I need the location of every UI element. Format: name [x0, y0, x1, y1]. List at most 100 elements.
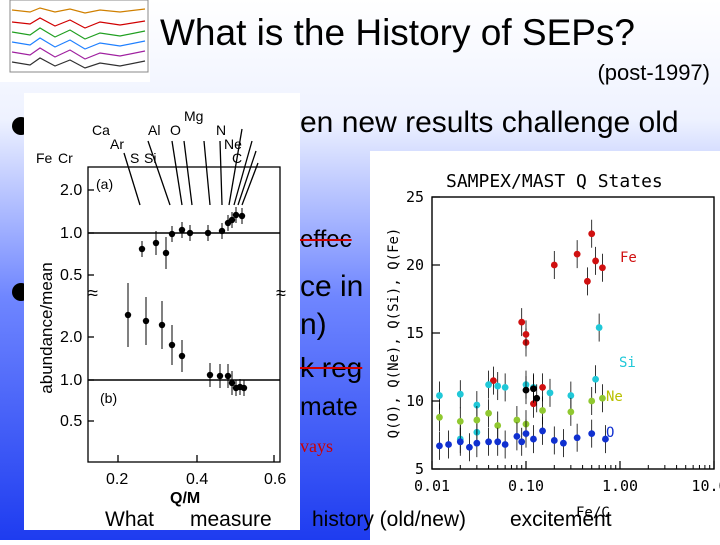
- data-point: [599, 264, 606, 272]
- abundance-point: [124, 311, 132, 319]
- legend-ne: Ne: [606, 389, 623, 405]
- data-point: [539, 427, 546, 435]
- y-tick-label: 5: [415, 460, 424, 478]
- bullet-text-5: k reg: [300, 352, 363, 383]
- element-label: Si: [144, 150, 156, 166]
- abundance-point: [228, 216, 236, 224]
- data-point: [501, 441, 509, 448]
- plot-frame: [431, 196, 715, 470]
- y-tick-label: 20: [406, 256, 424, 274]
- y-tick-label: 0.5: [60, 413, 82, 430]
- y-axis-label: abundance/mean: [37, 262, 56, 393]
- bullet-text-6: mate: [300, 391, 358, 421]
- abundance-point: [186, 229, 194, 237]
- data-point: [539, 384, 546, 391]
- element-label: Cr: [58, 150, 73, 166]
- abundance-figure: Fe Cr Ca Ar S Si Al O Mg N Ne C (a) (b) …: [24, 93, 300, 530]
- element-label: Al: [148, 122, 160, 138]
- data-point: [573, 434, 581, 442]
- data-point: [560, 439, 567, 447]
- page-title: What is the History of SEPs?: [160, 12, 636, 53]
- bullet-text-2: effec: [300, 226, 352, 253]
- data-point: [494, 382, 502, 390]
- data-point: [445, 441, 452, 448]
- data-point: [501, 384, 509, 391]
- data-point: [485, 438, 492, 446]
- data-point: [490, 377, 497, 384]
- legend-si: Si: [619, 355, 636, 371]
- footer-item-history[interactable]: history (old/new): [312, 508, 467, 531]
- data-point: [530, 385, 537, 393]
- data-point: [584, 277, 591, 285]
- data-point: [494, 422, 502, 429]
- y-tick-label: 2.0: [60, 182, 82, 199]
- x-tick-label: 1.00: [602, 477, 638, 495]
- data-point: [567, 392, 575, 399]
- element-label: N: [216, 122, 226, 138]
- page-subtitle: (post-1997): [597, 60, 710, 85]
- y-tick-label: 10: [406, 392, 424, 410]
- data-point: [513, 432, 521, 440]
- abundance-point: [178, 352, 186, 360]
- data-point: [436, 442, 443, 450]
- bullet-text-3: ce in: [300, 270, 364, 303]
- data-point: [436, 392, 443, 399]
- x-tick-label: 0.2: [106, 471, 128, 488]
- bullet-text-1: en new results challenge old: [300, 106, 679, 139]
- data-point: [539, 407, 546, 414]
- x-tick-label: 0.4: [186, 471, 208, 488]
- data-point: [530, 400, 537, 408]
- element-label: Fe: [36, 150, 53, 166]
- y-tick-label: 2.0: [60, 329, 82, 346]
- abundance-point: [218, 227, 226, 235]
- axis-break-mark: ≈: [88, 283, 98, 303]
- abundance-point: [204, 229, 212, 237]
- footer-item-what[interactable]: What: [105, 508, 155, 531]
- footer-item-measure[interactable]: measure: [190, 508, 272, 531]
- y-tick-label: 1.0: [60, 225, 82, 242]
- data-point: [550, 437, 558, 444]
- element-label: Ca: [92, 122, 110, 138]
- abundance-point: [240, 384, 248, 392]
- abundance-point: [138, 245, 146, 253]
- data-point: [456, 390, 464, 398]
- data-point: [573, 250, 581, 258]
- y-axis-label: Q(O), Q(Ne), Q(Si), Q(Fe): [386, 228, 402, 439]
- data-point: [522, 386, 530, 394]
- abundance-point: [216, 372, 224, 380]
- data-point: [436, 413, 443, 421]
- x-tick-label: 10.00: [691, 477, 720, 495]
- data-point: [595, 324, 603, 331]
- data-point: [602, 435, 609, 443]
- data-point: [473, 416, 481, 424]
- abundance-point: [206, 371, 214, 379]
- data-point: [513, 416, 521, 424]
- legend-fe: Fe: [620, 250, 637, 266]
- y-tick-label: 1.0: [60, 372, 82, 389]
- element-label: Ne: [224, 136, 242, 152]
- data-point: [567, 408, 575, 416]
- abundance-point: [168, 341, 176, 349]
- footer-item-excitement[interactable]: excitement: [510, 508, 612, 531]
- panel-label: (b): [100, 390, 117, 406]
- abundance-point: [152, 239, 160, 247]
- abundance-point: [168, 230, 176, 238]
- abundance-point: [228, 379, 236, 387]
- data-point: [592, 375, 599, 383]
- data-point: [588, 397, 596, 405]
- data-point: [588, 230, 596, 238]
- x-axis-label: Fe/C: [576, 505, 610, 521]
- data-point: [533, 394, 541, 402]
- x-axis-label: Q/M: [170, 490, 200, 507]
- data-point: [485, 409, 492, 417]
- abundance-point: [162, 249, 170, 257]
- abundance-point: [158, 321, 166, 329]
- data-point: [522, 430, 530, 438]
- data-point: [592, 257, 599, 265]
- y-tick-label: 0.5: [60, 267, 82, 284]
- abundance-point: [224, 372, 232, 380]
- y-tick-label: 25: [406, 188, 424, 206]
- legend-o: O: [606, 425, 614, 441]
- abundance-point: [178, 226, 186, 234]
